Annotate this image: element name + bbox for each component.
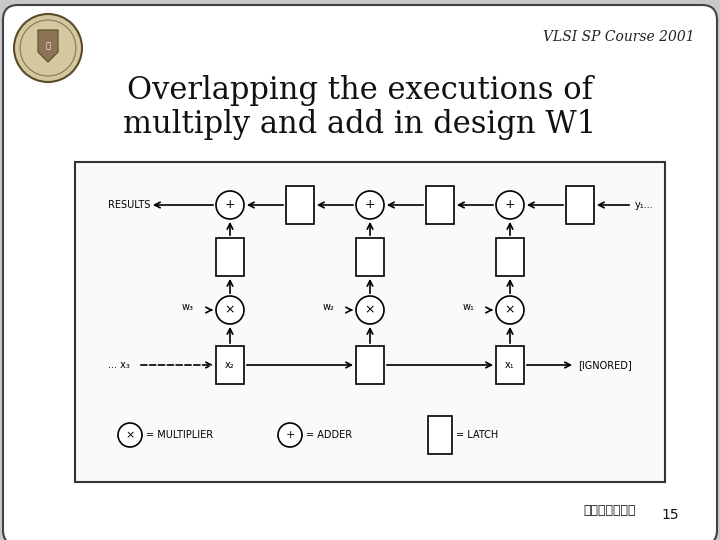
Text: +: + [285, 430, 294, 440]
Text: +: + [365, 199, 375, 212]
Text: = LATCH: = LATCH [456, 430, 498, 440]
FancyBboxPatch shape [3, 5, 717, 540]
Text: VLSI SP Course 2001: VLSI SP Course 2001 [544, 30, 695, 44]
Text: x₁: x₁ [505, 360, 515, 370]
Bar [566, 186, 594, 224]
Circle shape [14, 14, 82, 82]
Text: 台: 台 [45, 42, 50, 51]
Bar [286, 186, 314, 224]
Text: w₂: w₂ [322, 302, 334, 312]
Text: Overlapping the executions of: Overlapping the executions of [127, 75, 593, 105]
Text: ×: × [225, 303, 235, 316]
Circle shape [496, 296, 524, 324]
Circle shape [216, 296, 244, 324]
Text: ×: × [505, 303, 516, 316]
Bar [356, 238, 384, 276]
Bar [426, 186, 454, 224]
Text: 台大電機系安字: 台大電機系安字 [584, 503, 636, 516]
Circle shape [216, 191, 244, 219]
Text: w₁: w₁ [462, 302, 474, 312]
Text: y₁...: y₁... [635, 200, 654, 210]
Text: ... x₃: ... x₃ [108, 360, 130, 370]
Bar [496, 346, 524, 384]
Polygon shape [38, 30, 58, 62]
Text: x₂: x₂ [225, 360, 235, 370]
Bar [428, 416, 452, 454]
Circle shape [356, 191, 384, 219]
Circle shape [118, 423, 142, 447]
Text: +: + [505, 199, 516, 212]
Circle shape [356, 296, 384, 324]
Text: 15: 15 [661, 508, 679, 522]
Text: = MULTIPLIER: = MULTIPLIER [146, 430, 213, 440]
Circle shape [496, 191, 524, 219]
Text: multiply and add in design W1: multiply and add in design W1 [123, 110, 597, 140]
Text: ×: × [125, 430, 135, 440]
Text: ×: × [365, 303, 375, 316]
Text: +: + [225, 199, 235, 212]
Text: [IGNORED]: [IGNORED] [578, 360, 631, 370]
Circle shape [278, 423, 302, 447]
Bar [75, 162, 665, 482]
Bar [216, 238, 244, 276]
Bar [216, 346, 244, 384]
Bar [496, 238, 524, 276]
Bar [356, 346, 384, 384]
Text: RESULTS: RESULTS [108, 200, 150, 210]
Text: = ADDER: = ADDER [306, 430, 352, 440]
Text: w₃: w₃ [182, 302, 194, 312]
